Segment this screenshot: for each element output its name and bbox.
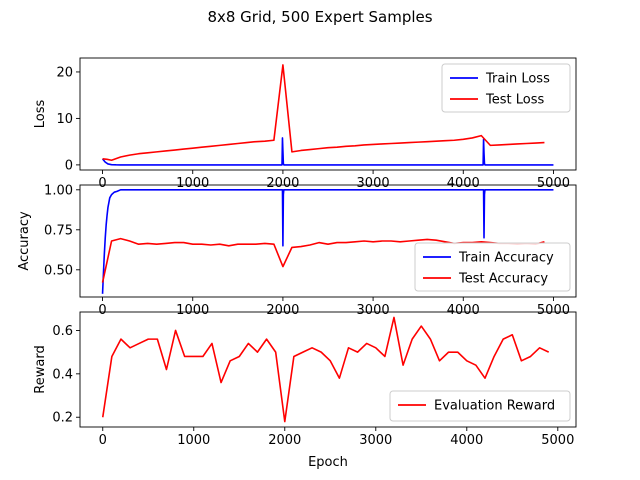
x-tick-label: 1000 xyxy=(176,176,209,191)
x-axis-label: Epoch xyxy=(308,455,348,470)
x-tick-label: 5000 xyxy=(537,303,570,318)
subplot-1: 0 1000 2000 3000 4000 5000 0 10 20 Loss Train Loss… xyxy=(33,57,577,191)
y-axis-label: Reward xyxy=(33,345,48,393)
x-tick-label: 3000 xyxy=(357,176,390,191)
x-tick-label: 3000 xyxy=(359,433,392,448)
x-tick-label: 1000 xyxy=(177,433,210,448)
legend-label: Train Loss xyxy=(485,72,550,87)
x-tick-label: 0 xyxy=(99,433,107,448)
y-axis-label: Accuracy xyxy=(17,211,32,271)
axes-frame xyxy=(79,184,577,298)
x-tick-label: 2000 xyxy=(266,303,299,318)
x-tick-label: 5000 xyxy=(541,433,574,448)
axes-frame xyxy=(79,57,577,171)
series-line-evaluation-reward xyxy=(101,316,550,423)
y-tick-label: 0.4 xyxy=(52,367,73,382)
y-tick-label: 0.2 xyxy=(52,411,73,426)
x-tick-label: 2000 xyxy=(268,433,301,448)
legend-box xyxy=(389,390,571,422)
legend-label: Train Accuracy xyxy=(458,251,554,266)
x-tick-label: 4000 xyxy=(447,303,480,318)
legend: Train Loss Test Loss xyxy=(441,63,571,113)
x-tick-label: 0 xyxy=(98,303,106,318)
x-tick-label: 1000 xyxy=(176,303,209,318)
subplots: 0 1000 2000 3000 4000 5000 0 10 20 Loss Train Loss… xyxy=(17,57,577,470)
x-tick-label: 3000 xyxy=(357,303,390,318)
subplot-2: 0 1000 2000 3000 4000 5000 0.50 0.75 1.00 Accurac… xyxy=(17,183,577,318)
y-axis-label: Loss xyxy=(33,100,48,129)
y-tick-label: 1.00 xyxy=(44,183,73,198)
axes-frame xyxy=(79,311,577,428)
y-tick-label: 10 xyxy=(56,112,73,127)
legend-label: Evaluation Reward xyxy=(434,399,555,414)
legend-label: Test Accuracy xyxy=(458,272,548,287)
figure-title: 8x8 Grid, 500 Expert Samples xyxy=(207,8,432,26)
subplot-3: 0 1000 2000 3000 4000 5000 0.2 0.4 0.6 Reward Epoc… xyxy=(33,311,577,470)
legend: Train Accuracy Test Accuracy xyxy=(414,242,571,292)
x-tick-label: 4000 xyxy=(450,433,483,448)
y-tick-label: 20 xyxy=(56,65,73,80)
legend-label: Test Loss xyxy=(485,93,544,108)
legend: Evaluation Reward xyxy=(389,390,571,422)
x-tick-label: 5000 xyxy=(537,176,570,191)
x-tick-label: 4000 xyxy=(447,176,480,191)
y-tick-label: 0 xyxy=(65,158,73,173)
y-tick-label: 0.50 xyxy=(44,263,73,278)
y-tick-label: 0.6 xyxy=(52,324,73,339)
series-line-train-accuracy xyxy=(101,189,554,294)
y-tick-label: 0.75 xyxy=(44,223,73,238)
legend-box xyxy=(441,63,571,113)
x-tick-label: 0 xyxy=(98,176,106,191)
legend-box xyxy=(414,242,571,292)
series-line-test-loss xyxy=(102,64,545,162)
series-line-train-loss xyxy=(101,137,554,166)
x-tick-label: 2000 xyxy=(266,176,299,191)
